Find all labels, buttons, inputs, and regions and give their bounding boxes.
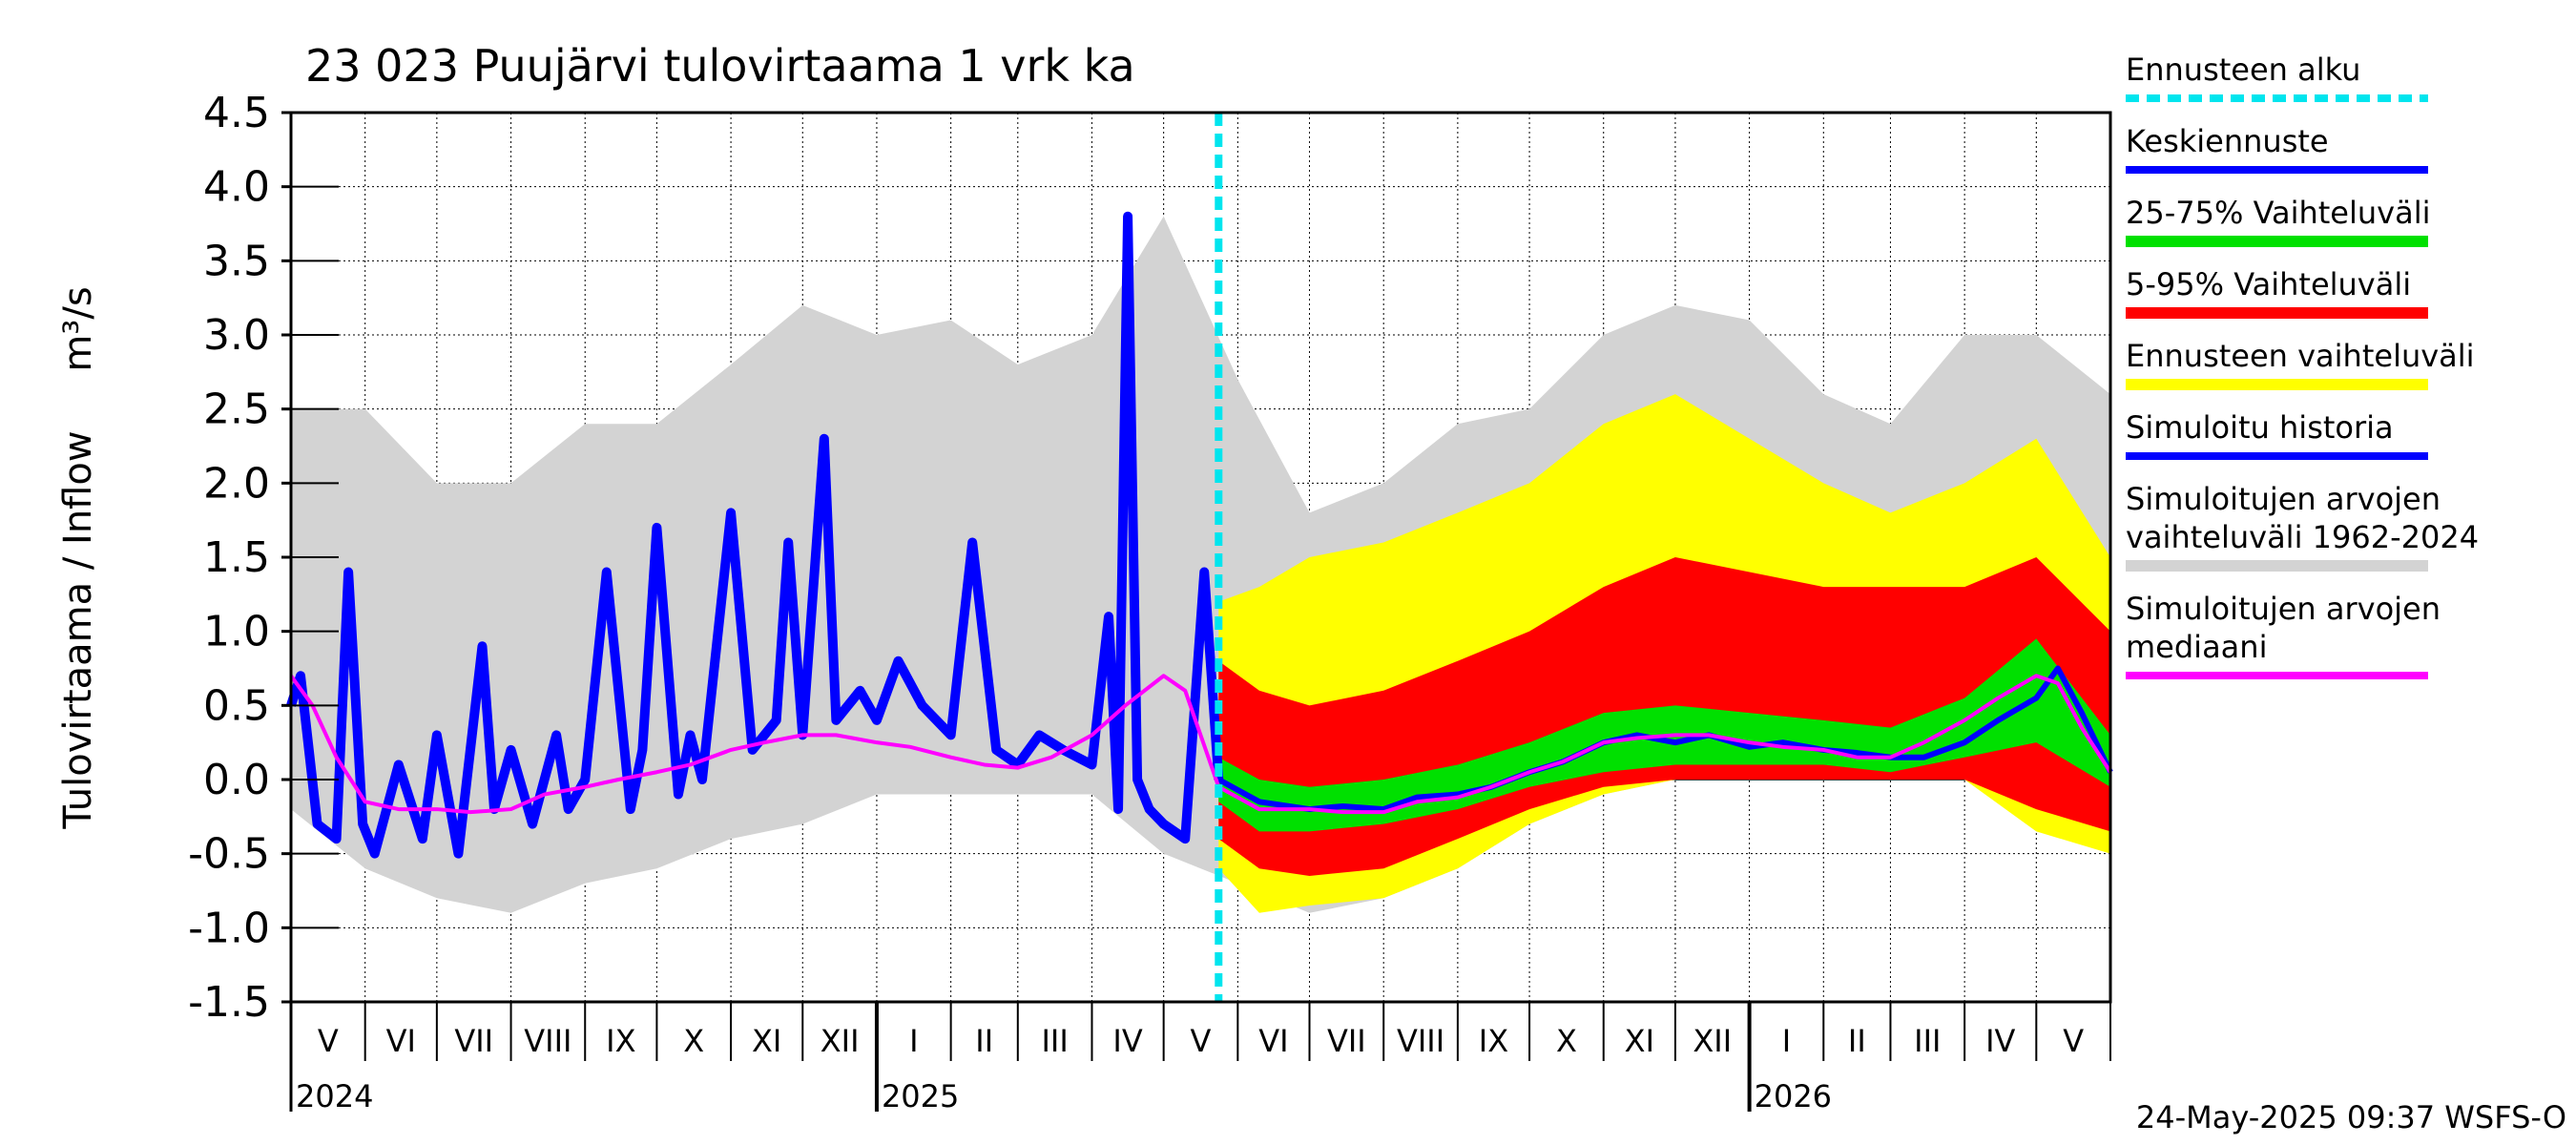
month-label: X [1556, 1023, 1577, 1059]
y-tick-label: 4.5 [203, 89, 270, 137]
y-tick-label: -0.5 [188, 830, 270, 879]
legend-label: vaihteluväli 1962-2024 [2126, 519, 2479, 555]
y-tick-label: -1.0 [188, 904, 270, 952]
month-label: V [2063, 1023, 2084, 1059]
chart-title: 23 023 Puujärvi tulovirtaama 1 vrk ka [305, 40, 1135, 92]
y-tick-label: 2.5 [203, 385, 270, 434]
y-tick-label: 1.5 [203, 533, 270, 582]
month-label: XII [1693, 1023, 1732, 1059]
month-label: VII [454, 1023, 493, 1059]
y-axis-ticks: 4.5 4.0 3.5 3.0 2.5 2.0 1.5 1.0 0.5 0.0 -0.5 -1.0 -1… [188, 89, 339, 1027]
legend-label: Ennusteen vaihteluväli [2126, 338, 2475, 374]
y-tick-label: 0.5 [203, 681, 270, 730]
legend-item: Keskiennuste [2126, 123, 2428, 174]
legend-label: Simuloitujen arvojen [2126, 481, 2441, 517]
month-label: IX [1479, 1023, 1508, 1059]
month-label: XII [821, 1023, 860, 1059]
month-label: I [909, 1023, 918, 1059]
legend-item: Simuloitu historia [2126, 409, 2428, 460]
year-label: 2025 [882, 1078, 959, 1114]
y-tick-label: 3.5 [203, 237, 270, 285]
legend-item: 5-95% Vaihteluväli [2126, 266, 2428, 319]
x-axis-ticks: V VI VII VIII IX X XI XII I II III IV V VI VII VIII IX X X… [289, 1002, 2111, 1114]
month-label: IV [1985, 1023, 2015, 1059]
y-tick-label: 2.0 [203, 459, 270, 508]
month-label: VIII [524, 1023, 571, 1059]
plot-area [286, 111, 2113, 1004]
legend-label: 5-95% Vaihteluväli [2126, 266, 2411, 302]
month-label: II [975, 1023, 993, 1059]
legend-item: 25-75% Vaihteluväli [2126, 195, 2430, 247]
y-axis-label: Tulovirtaama / Inflow [56, 430, 100, 829]
y-tick-label: 1.0 [203, 608, 270, 656]
month-label: VII [1327, 1023, 1366, 1059]
month-label: II [1848, 1023, 1866, 1059]
legend-item: Ennusteen vaihteluväli [2126, 338, 2475, 390]
month-label: III [1041, 1023, 1068, 1059]
y-tick-label: 3.0 [203, 311, 270, 360]
y-axis-unit: m³/s [56, 286, 100, 371]
month-label: VIII [1397, 1023, 1444, 1059]
legend-item: Ennusteen alku [2126, 52, 2428, 102]
median-line [289, 674, 2112, 815]
month-label: XI [752, 1023, 781, 1059]
month-label: V [318, 1023, 339, 1059]
month-label: IX [606, 1023, 635, 1059]
year-label: 2024 [296, 1078, 373, 1114]
month-label: III [1914, 1023, 1941, 1059]
footer-timestamp: 24-May-2025 09:37 WSFS-O [2136, 1099, 2566, 1135]
legend-label: Ennusteen alku [2126, 52, 2360, 88]
mean-forecast-line [1216, 665, 2113, 813]
legend-label: Simuloitu historia [2126, 409, 2394, 446]
month-label: XI [1625, 1023, 1654, 1059]
month-label: VI [1258, 1023, 1288, 1059]
legend-label: Keskiennuste [2126, 123, 2329, 159]
month-label: VI [386, 1023, 416, 1059]
y-tick-label: 0.0 [203, 756, 270, 804]
month-label: X [683, 1023, 704, 1059]
simulated-history-line [286, 211, 1224, 859]
year-label: 2026 [1755, 1078, 1832, 1114]
legend-label: Simuloitujen arvojen [2126, 591, 2441, 627]
legend-label: 25-75% Vaihteluväli [2126, 195, 2430, 231]
month-label: I [1782, 1023, 1791, 1059]
legend: Ennusteen alku Keskiennuste 25-75% Vaihtel… [2126, 52, 2479, 679]
legend-label: mediaani [2126, 629, 2267, 665]
month-label: V [1191, 1023, 1212, 1059]
y-tick-label: -1.5 [188, 978, 270, 1027]
y-tick-label: 4.0 [203, 163, 270, 212]
month-label: IV [1112, 1023, 1142, 1059]
